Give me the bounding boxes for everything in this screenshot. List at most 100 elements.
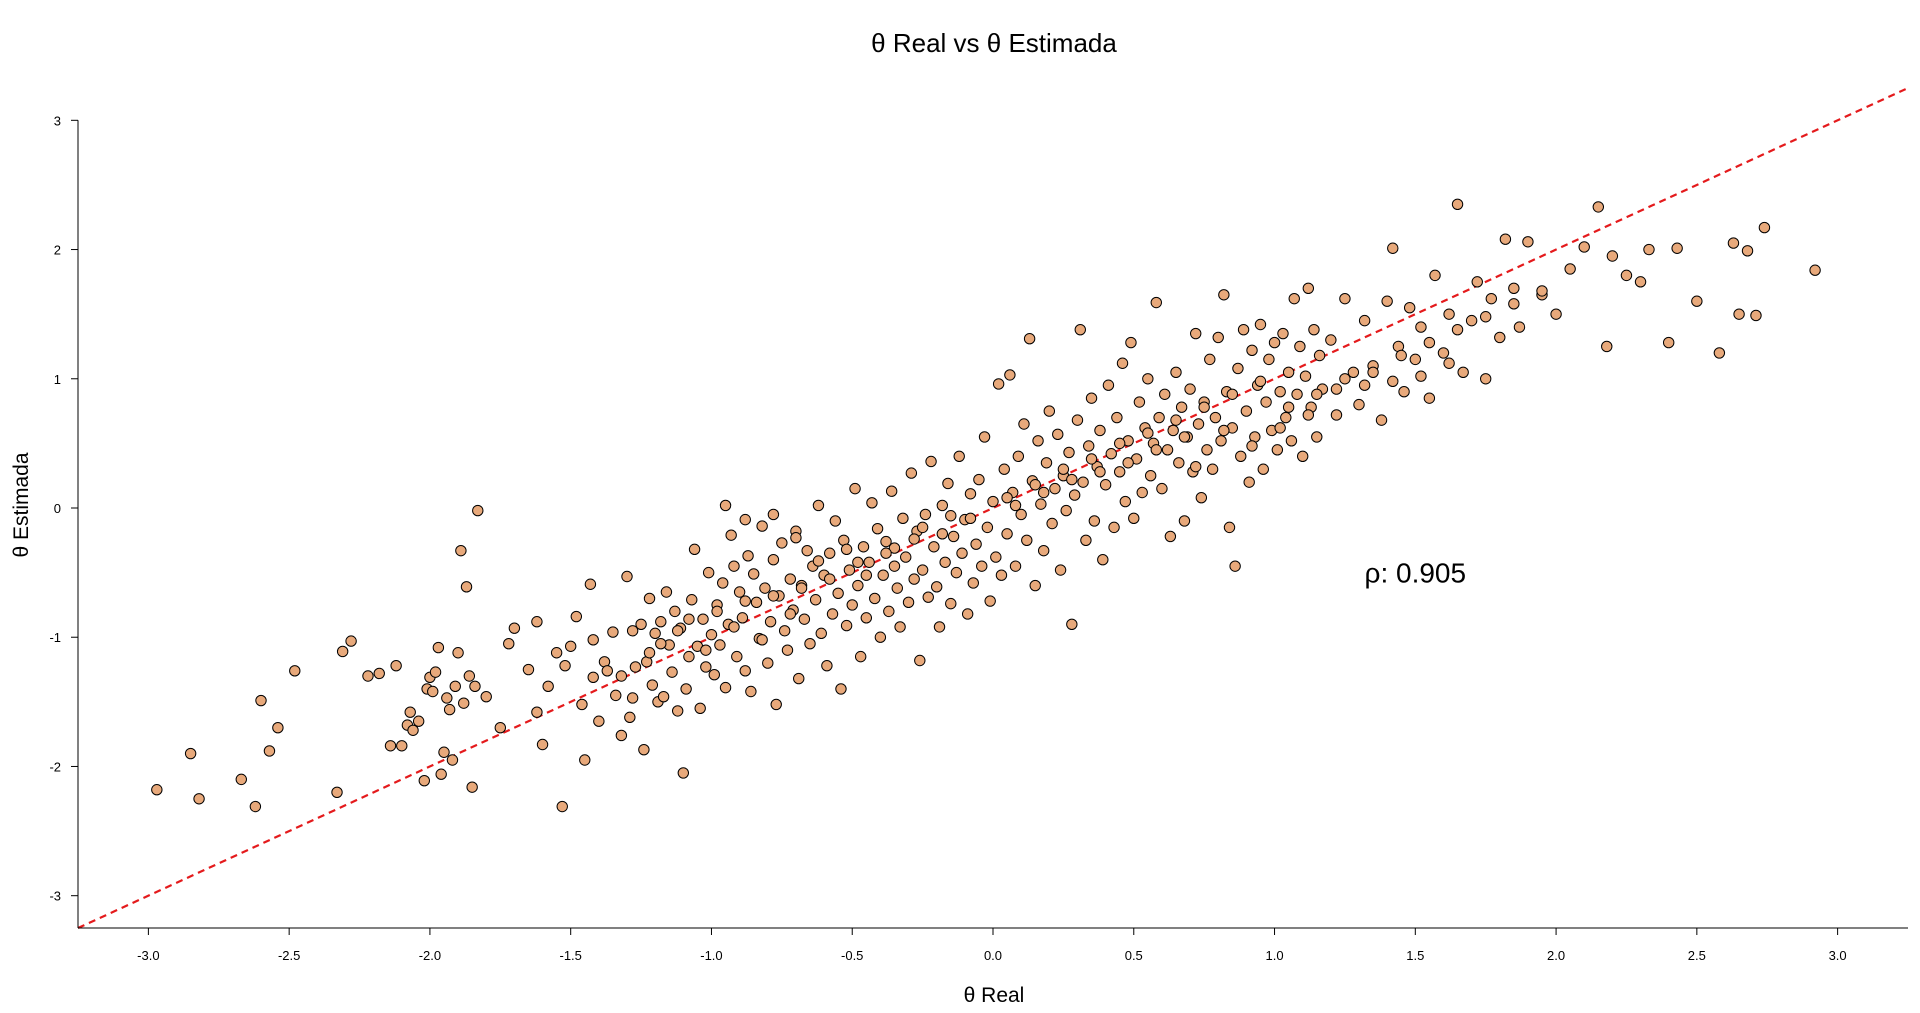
data-point <box>914 654 926 667</box>
x-tick-label: 3.0 <box>1829 948 1847 963</box>
y-tick-label: 1 <box>54 372 61 387</box>
data-point <box>840 543 853 556</box>
data-point <box>1291 388 1303 400</box>
data-point <box>1387 242 1399 254</box>
data-point <box>908 533 920 545</box>
x-axis: -3.0 -2.5 -2.0 -1.5 -1.0 -0.5 0.0 0.5 1.0 1.5 2.0 2… <box>78 927 1908 963</box>
data-point <box>764 616 777 628</box>
data-point <box>1479 311 1492 323</box>
data-point <box>880 535 892 548</box>
data-point <box>987 495 999 508</box>
data-point <box>739 513 751 526</box>
data-point <box>1150 296 1162 309</box>
data-point <box>1254 375 1267 388</box>
data-point <box>289 665 301 677</box>
data-point <box>1398 385 1410 398</box>
data-point <box>584 578 597 590</box>
data-point <box>1226 388 1239 400</box>
data-point <box>531 706 543 718</box>
data-point <box>1274 385 1286 398</box>
data-point <box>1713 347 1726 359</box>
data-point <box>1170 414 1182 426</box>
data-point <box>933 621 946 633</box>
x-tick-label: -1.0 <box>700 948 722 963</box>
data-point <box>776 537 788 549</box>
data-point <box>762 657 774 669</box>
data-point <box>1296 450 1309 463</box>
data-point <box>1144 469 1157 482</box>
data-point <box>812 499 825 512</box>
data-point <box>1457 366 1469 379</box>
data-point <box>1294 340 1306 353</box>
data-point <box>643 592 656 605</box>
data-point <box>1353 398 1365 411</box>
data-point <box>1218 289 1230 301</box>
x-tick-label: 1.5 <box>1406 948 1424 963</box>
data-point <box>1508 298 1520 310</box>
data-point <box>579 754 591 766</box>
data-point <box>587 634 599 646</box>
data-point <box>1733 308 1745 320</box>
data-point <box>1330 409 1343 421</box>
data-point <box>846 599 858 611</box>
data-point <box>1175 401 1188 413</box>
data-point <box>978 431 991 443</box>
data-point <box>1133 396 1146 408</box>
data-point <box>1142 373 1154 385</box>
data-point <box>607 626 619 638</box>
data-point <box>798 613 811 625</box>
data-point <box>249 800 262 813</box>
data-point <box>1046 517 1058 530</box>
data-point <box>747 568 760 580</box>
data-point <box>576 698 588 711</box>
data-point <box>418 774 430 787</box>
data-point <box>877 569 889 581</box>
data-point <box>1035 498 1047 510</box>
data-point <box>1029 579 1041 592</box>
data-point <box>1550 308 1562 320</box>
data-point <box>1479 373 1492 385</box>
data-point <box>1409 353 1422 366</box>
data-point <box>739 595 751 607</box>
data-point <box>1159 388 1171 400</box>
data-point <box>469 680 481 693</box>
data-point <box>336 645 349 658</box>
data-point <box>643 647 656 659</box>
data-point <box>1102 379 1115 391</box>
data-point <box>1395 349 1407 362</box>
data-point <box>460 581 473 593</box>
data-point <box>719 681 732 694</box>
data-point <box>767 553 780 566</box>
data-point <box>1643 243 1655 256</box>
data-point <box>559 659 571 672</box>
data-point <box>1085 392 1098 404</box>
data-point <box>1195 491 1208 504</box>
data-point <box>1150 444 1162 456</box>
data-point <box>1260 396 1272 408</box>
data-point <box>812 555 825 567</box>
data-point <box>956 547 968 559</box>
data-point <box>1285 435 1298 447</box>
data-point <box>1471 276 1483 288</box>
data-point <box>995 569 1008 581</box>
data-point <box>396 740 408 752</box>
data-point <box>1302 409 1315 421</box>
data-point <box>804 637 816 650</box>
x-tick-label: 2.0 <box>1547 948 1565 963</box>
data-point <box>1178 515 1191 527</box>
data-point <box>435 768 447 780</box>
data-point <box>939 556 951 568</box>
data-point <box>666 666 678 678</box>
data-point <box>849 482 861 495</box>
data-point <box>1223 521 1236 534</box>
data-point <box>542 680 554 693</box>
data-point <box>1443 357 1455 369</box>
data-point <box>458 697 470 709</box>
data-point <box>1451 198 1464 211</box>
data-point <box>945 510 957 522</box>
data-point <box>719 499 732 512</box>
data-point <box>739 665 751 677</box>
data-point <box>866 497 878 509</box>
data-point <box>1727 237 1740 249</box>
data-point <box>905 467 918 479</box>
